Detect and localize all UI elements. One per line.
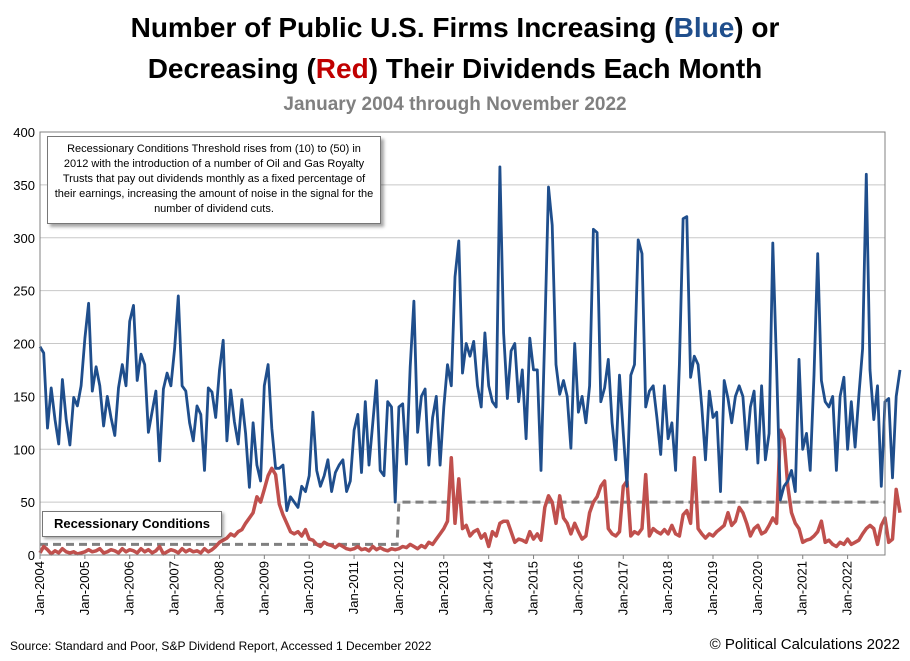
y-tick-label: 200: [13, 337, 35, 352]
recessionary-conditions-label: Recessionary Conditions: [42, 511, 222, 537]
x-tick-label: Jan-2007: [167, 561, 182, 615]
threshold-annotation: Recessionary Conditions Threshold rises …: [47, 136, 381, 224]
x-axis-ticks: Jan-2004 Jan-2005 Jan-2006 Jan-2007 Jan-2008…: [32, 555, 855, 615]
y-tick-label: 0: [28, 548, 35, 563]
x-tick-label: Jan-2019: [705, 561, 720, 615]
y-tick-label: 350: [13, 178, 35, 193]
recession-threshold: [40, 500, 885, 546]
x-tick-label: Jan-2022: [840, 561, 855, 615]
x-tick-label: Jan-2006: [122, 561, 137, 615]
title-1-prefix: Number of Public U.S. Firms Increasing (: [130, 12, 674, 43]
threshold-line: [40, 500, 885, 546]
chart-title-line-1: Number of Public U.S. Firms Increasing (…: [0, 12, 910, 44]
y-tick-label: 100: [13, 442, 35, 457]
series-line-decreasing: [38, 428, 902, 556]
copyright: © Political Calculations 2022: [709, 636, 900, 653]
y-tick-label: 150: [13, 389, 35, 404]
y-tick-label: 50: [21, 495, 35, 510]
x-tick-label: Jan-2018: [660, 561, 675, 615]
x-tick-label: Jan-2021: [795, 561, 810, 615]
chart-title-line-2: Decreasing (Red) Their Dividends Each Mo…: [0, 53, 910, 85]
x-tick-label: Jan-2008: [211, 561, 226, 615]
title-red-word: Red: [315, 53, 369, 84]
x-tick-label: Jan-2009: [256, 561, 271, 615]
x-tick-label: Jan-2005: [77, 561, 92, 615]
plot-frame: [39, 131, 886, 556]
x-tick-label: Jan-2011: [346, 561, 361, 614]
x-tick-label: Jan-2020: [750, 561, 765, 615]
title-2-prefix: Decreasing (: [147, 53, 316, 84]
y-tick-label: 400: [13, 125, 35, 140]
x-tick-label: Jan-2015: [526, 561, 541, 615]
title-blue-word: Blue: [673, 12, 735, 43]
chart-subtitle: January 2004 through November 2022: [283, 94, 627, 115]
series-lines: [38, 165, 902, 556]
source-note: Source: Standard and Poor, S&P Dividend …: [10, 639, 432, 653]
x-tick-label: Jan-2013: [436, 561, 451, 615]
x-tick-label: Jan-2004: [32, 561, 47, 615]
title-1-suffix: ) or: [734, 12, 780, 43]
y-tick-label: 300: [13, 231, 35, 246]
x-tick-label: Jan-2014: [481, 561, 496, 615]
x-tick-label: Jan-2017: [615, 561, 630, 615]
y-tick-label: 250: [13, 284, 35, 299]
x-tick-label: Jan-2016: [570, 561, 585, 615]
series-line-increasing: [38, 165, 902, 513]
x-tick-label: Jan-2010: [301, 561, 316, 615]
y-axis-ticks: 0 50 100 150 200 250 300 350 400: [13, 125, 35, 563]
title-2-suffix: ) Their Dividends Each Month: [368, 53, 763, 84]
x-tick-label: Jan-2012: [391, 561, 406, 615]
